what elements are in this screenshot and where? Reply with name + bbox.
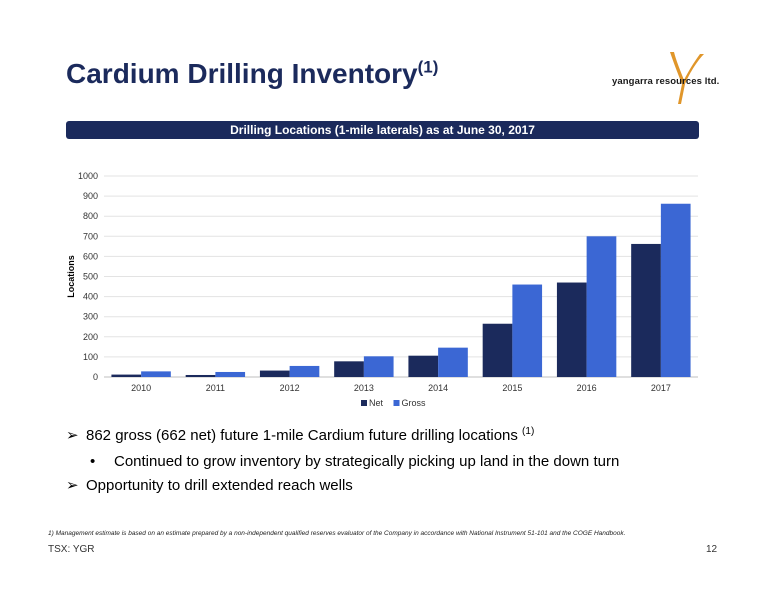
y-tick-label: 300	[83, 312, 98, 322]
bullet-list: ➢ 862 gross (662 net) future 1-mile Card…	[66, 426, 746, 502]
y-tick-label: 700	[83, 231, 98, 241]
y-tick-label: 0	[93, 372, 98, 382]
bar-net	[631, 243, 661, 377]
arrow-bullet-icon: ➢	[66, 427, 79, 444]
drilling-locations-chart: 0 100 200 300 400 500 600 700 800 900 1000 Location…	[66, 171, 698, 408]
legend-label: Gross	[402, 398, 427, 408]
y-tick-label: 500	[83, 272, 98, 282]
arrow-bullet-icon: ➢	[66, 477, 79, 494]
x-tick-label: 2012	[280, 383, 300, 393]
bullet-text-main: 862 gross (662 net) future 1-mile Cardiu…	[86, 427, 518, 444]
company-logo: yangarra resources ltd.	[612, 50, 724, 106]
x-tick-label: 2011	[206, 383, 225, 393]
y-tick-label: 600	[83, 251, 98, 261]
legend-swatch	[393, 400, 400, 406]
y-tick-label: 200	[83, 332, 98, 342]
bullet-item: ➢ 862 gross (662 net) future 1-mile Card…	[66, 426, 746, 452]
x-tick-label: 2017	[651, 383, 671, 393]
bar-net	[111, 374, 142, 377]
bar-gross	[512, 284, 543, 377]
y-tick-label: 400	[83, 292, 98, 302]
bar-gross	[586, 236, 617, 377]
bar-net	[185, 374, 216, 377]
x-tick-label: 2016	[577, 383, 597, 393]
slide-title: Cardium Drilling Inventory(1)	[66, 58, 438, 90]
slide-title-superscript: (1)	[417, 57, 439, 77]
y-axis-label: Locations	[66, 255, 76, 298]
bar-gross	[141, 371, 171, 377]
bar-gross	[363, 356, 394, 377]
y-tick-label: 100	[83, 352, 98, 362]
logo-y-mark-icon	[670, 52, 704, 104]
dot-bullet-icon: •	[90, 453, 96, 470]
x-tick-label: 2014	[428, 383, 448, 393]
bar-net	[556, 282, 587, 377]
slide-title-text: Cardium Drilling Inventory	[66, 58, 418, 89]
bar-net	[259, 370, 290, 377]
y-tick-label: 800	[83, 211, 98, 221]
x-tick-label: 2015	[502, 383, 522, 393]
ticker-label: TSX: YGR	[48, 544, 95, 555]
logo-text: yangarra resources ltd.	[612, 76, 720, 87]
bar-net	[408, 355, 439, 377]
bar-net	[482, 323, 513, 377]
bullet-item: ➢ Opportunity to drill extended reach we…	[66, 476, 746, 502]
page-number: 12	[706, 544, 718, 555]
bullet-text: 862 gross (662 net) future 1-mile Cardiu…	[86, 426, 534, 446]
x-tick-label: 2013	[354, 383, 374, 393]
x-tick-label: 2010	[131, 383, 151, 393]
bullet-text: Opportunity to drill extended reach well…	[86, 477, 353, 494]
chart-banner: Drilling Locations (1-mile laterals) as …	[66, 121, 699, 139]
bullet-superscript: (1)	[522, 426, 535, 437]
bar-gross	[215, 371, 246, 377]
footnote: 1) Management estimate is based on an es…	[48, 530, 626, 537]
sub-bullet-text: Continued to grow inventory by strategic…	[114, 453, 620, 470]
y-tick-label: 900	[83, 191, 98, 201]
legend-swatch	[361, 400, 367, 406]
y-tick-label: 1000	[78, 171, 98, 181]
bar-gross	[660, 203, 691, 377]
bar-gross	[438, 347, 468, 377]
sub-bullet-item: • Continued to grow inventory by strateg…	[66, 452, 746, 476]
bar-net	[334, 361, 364, 377]
legend-label: Net	[369, 398, 384, 408]
bar-gross	[289, 365, 320, 377]
